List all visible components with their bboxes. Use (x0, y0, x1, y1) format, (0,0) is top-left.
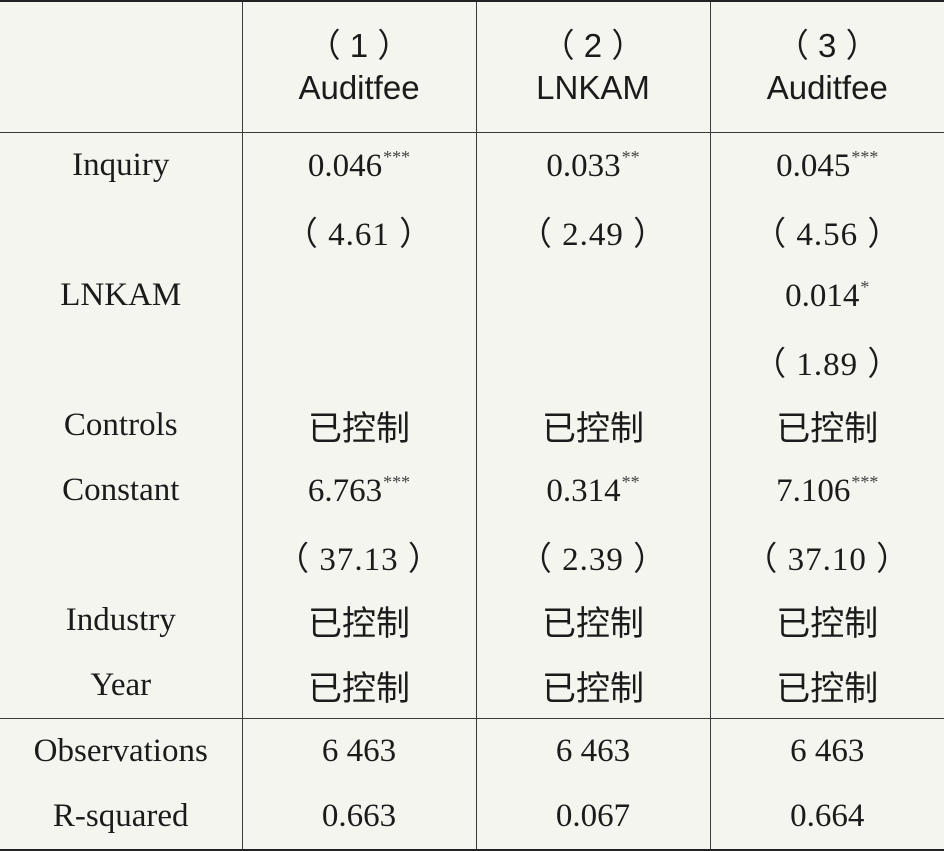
column-number: （ 3 ） (711, 25, 944, 67)
row-label: Inquiry (0, 133, 242, 199)
row-label (0, 523, 242, 588)
empty-cell (242, 263, 476, 328)
coefficient: 0.045 (776, 148, 850, 184)
t-stat: （ 4.56 ） (710, 198, 944, 263)
coefficient: 0.033 (546, 148, 620, 184)
rsquared-value: 0.067 (476, 784, 710, 850)
t-stat: （ 2.49 ） (476, 198, 710, 263)
column-number: （ 2 ） (477, 25, 710, 67)
coefficient: 7.106 (776, 473, 850, 509)
row-industry: Industry 已控制 已控制 已控制 (0, 588, 944, 653)
significance-stars: ** (622, 147, 640, 167)
column-number: （ 1 ） (243, 25, 476, 67)
row-observations: Observations 6 463 6 463 6 463 (0, 719, 944, 785)
column-header-2: （ 2 ） LNKAM (476, 1, 710, 133)
controlled-cell: 已控制 (242, 653, 476, 719)
coef-cell: 0.045*** (710, 133, 944, 199)
coefficient: 6.763 (308, 473, 382, 509)
row-label: R-squared (0, 784, 242, 850)
coef-cell: 0.033** (476, 133, 710, 199)
coef-cell: 0.314** (476, 458, 710, 523)
row-label (0, 328, 242, 393)
header-corner-cell (0, 1, 242, 133)
rsquared-value: 0.663 (242, 784, 476, 850)
t-stat: （ 37.10 ） (710, 523, 944, 588)
observations-value: 6 463 (476, 719, 710, 785)
t-stat: （ 37.13 ） (242, 523, 476, 588)
controlled-cell: 已控制 (710, 393, 944, 458)
row-constant-tstat: （ 37.13 ） （ 2.39 ） （ 37.10 ） (0, 523, 944, 588)
coefficient: 0.046 (308, 148, 382, 184)
controlled-cell: 已控制 (476, 393, 710, 458)
header-row: （ 1 ） Auditfee （ 2 ） LNKAM （ 3 ） Auditfe… (0, 1, 944, 133)
coef-cell: 0.046*** (242, 133, 476, 199)
observations-value: 6 463 (710, 719, 944, 785)
row-inquiry-tstat: （ 4.61 ） （ 2.49 ） （ 4.56 ） (0, 198, 944, 263)
controlled-cell: 已控制 (710, 588, 944, 653)
significance-stars: *** (851, 147, 878, 167)
empty-cell (476, 328, 710, 393)
row-label: Constant (0, 458, 242, 523)
row-constant: Constant 6.763*** 0.314** 7.106*** (0, 458, 944, 523)
row-lnkam-tstat: （ 1.89 ） (0, 328, 944, 393)
significance-stars: *** (383, 147, 410, 167)
column-header-3: （ 3 ） Auditfee (710, 1, 944, 133)
t-stat: （ 2.39 ） (476, 523, 710, 588)
controlled-cell: 已控制 (710, 653, 944, 719)
row-label: Observations (0, 719, 242, 785)
row-label: Controls (0, 393, 242, 458)
column-name: LNKAM (477, 67, 710, 109)
controlled-cell: 已控制 (476, 588, 710, 653)
row-controls: Controls 已控制 已控制 已控制 (0, 393, 944, 458)
row-rsquared: R-squared 0.663 0.067 0.664 (0, 784, 944, 850)
coef-cell: 6.763*** (242, 458, 476, 523)
column-name: Auditfee (243, 67, 476, 109)
coef-cell: 7.106*** (710, 458, 944, 523)
row-year: Year 已控制 已控制 已控制 (0, 653, 944, 719)
row-label: LNKAM (0, 263, 242, 328)
row-label: Year (0, 653, 242, 719)
significance-stars: *** (383, 472, 410, 492)
rsquared-value: 0.664 (710, 784, 944, 850)
row-label: Industry (0, 588, 242, 653)
controlled-cell: 已控制 (242, 393, 476, 458)
significance-stars: *** (851, 472, 878, 492)
coef-cell: 0.014* (710, 263, 944, 328)
row-label (0, 198, 242, 263)
observations-value: 6 463 (242, 719, 476, 785)
row-lnkam: LNKAM 0.014* (0, 263, 944, 328)
significance-stars: * (860, 277, 869, 297)
t-stat: （ 4.61 ） (242, 198, 476, 263)
controlled-cell: 已控制 (242, 588, 476, 653)
column-name: Auditfee (711, 67, 944, 109)
empty-cell (476, 263, 710, 328)
coefficient: 0.314 (546, 473, 620, 509)
controlled-cell: 已控制 (476, 653, 710, 719)
coefficient: 0.014 (785, 278, 859, 314)
row-inquiry: Inquiry 0.046*** 0.033** 0.045*** (0, 133, 944, 199)
significance-stars: ** (622, 472, 640, 492)
t-stat: （ 1.89 ） (710, 328, 944, 393)
empty-cell (242, 328, 476, 393)
column-header-1: （ 1 ） Auditfee (242, 1, 476, 133)
